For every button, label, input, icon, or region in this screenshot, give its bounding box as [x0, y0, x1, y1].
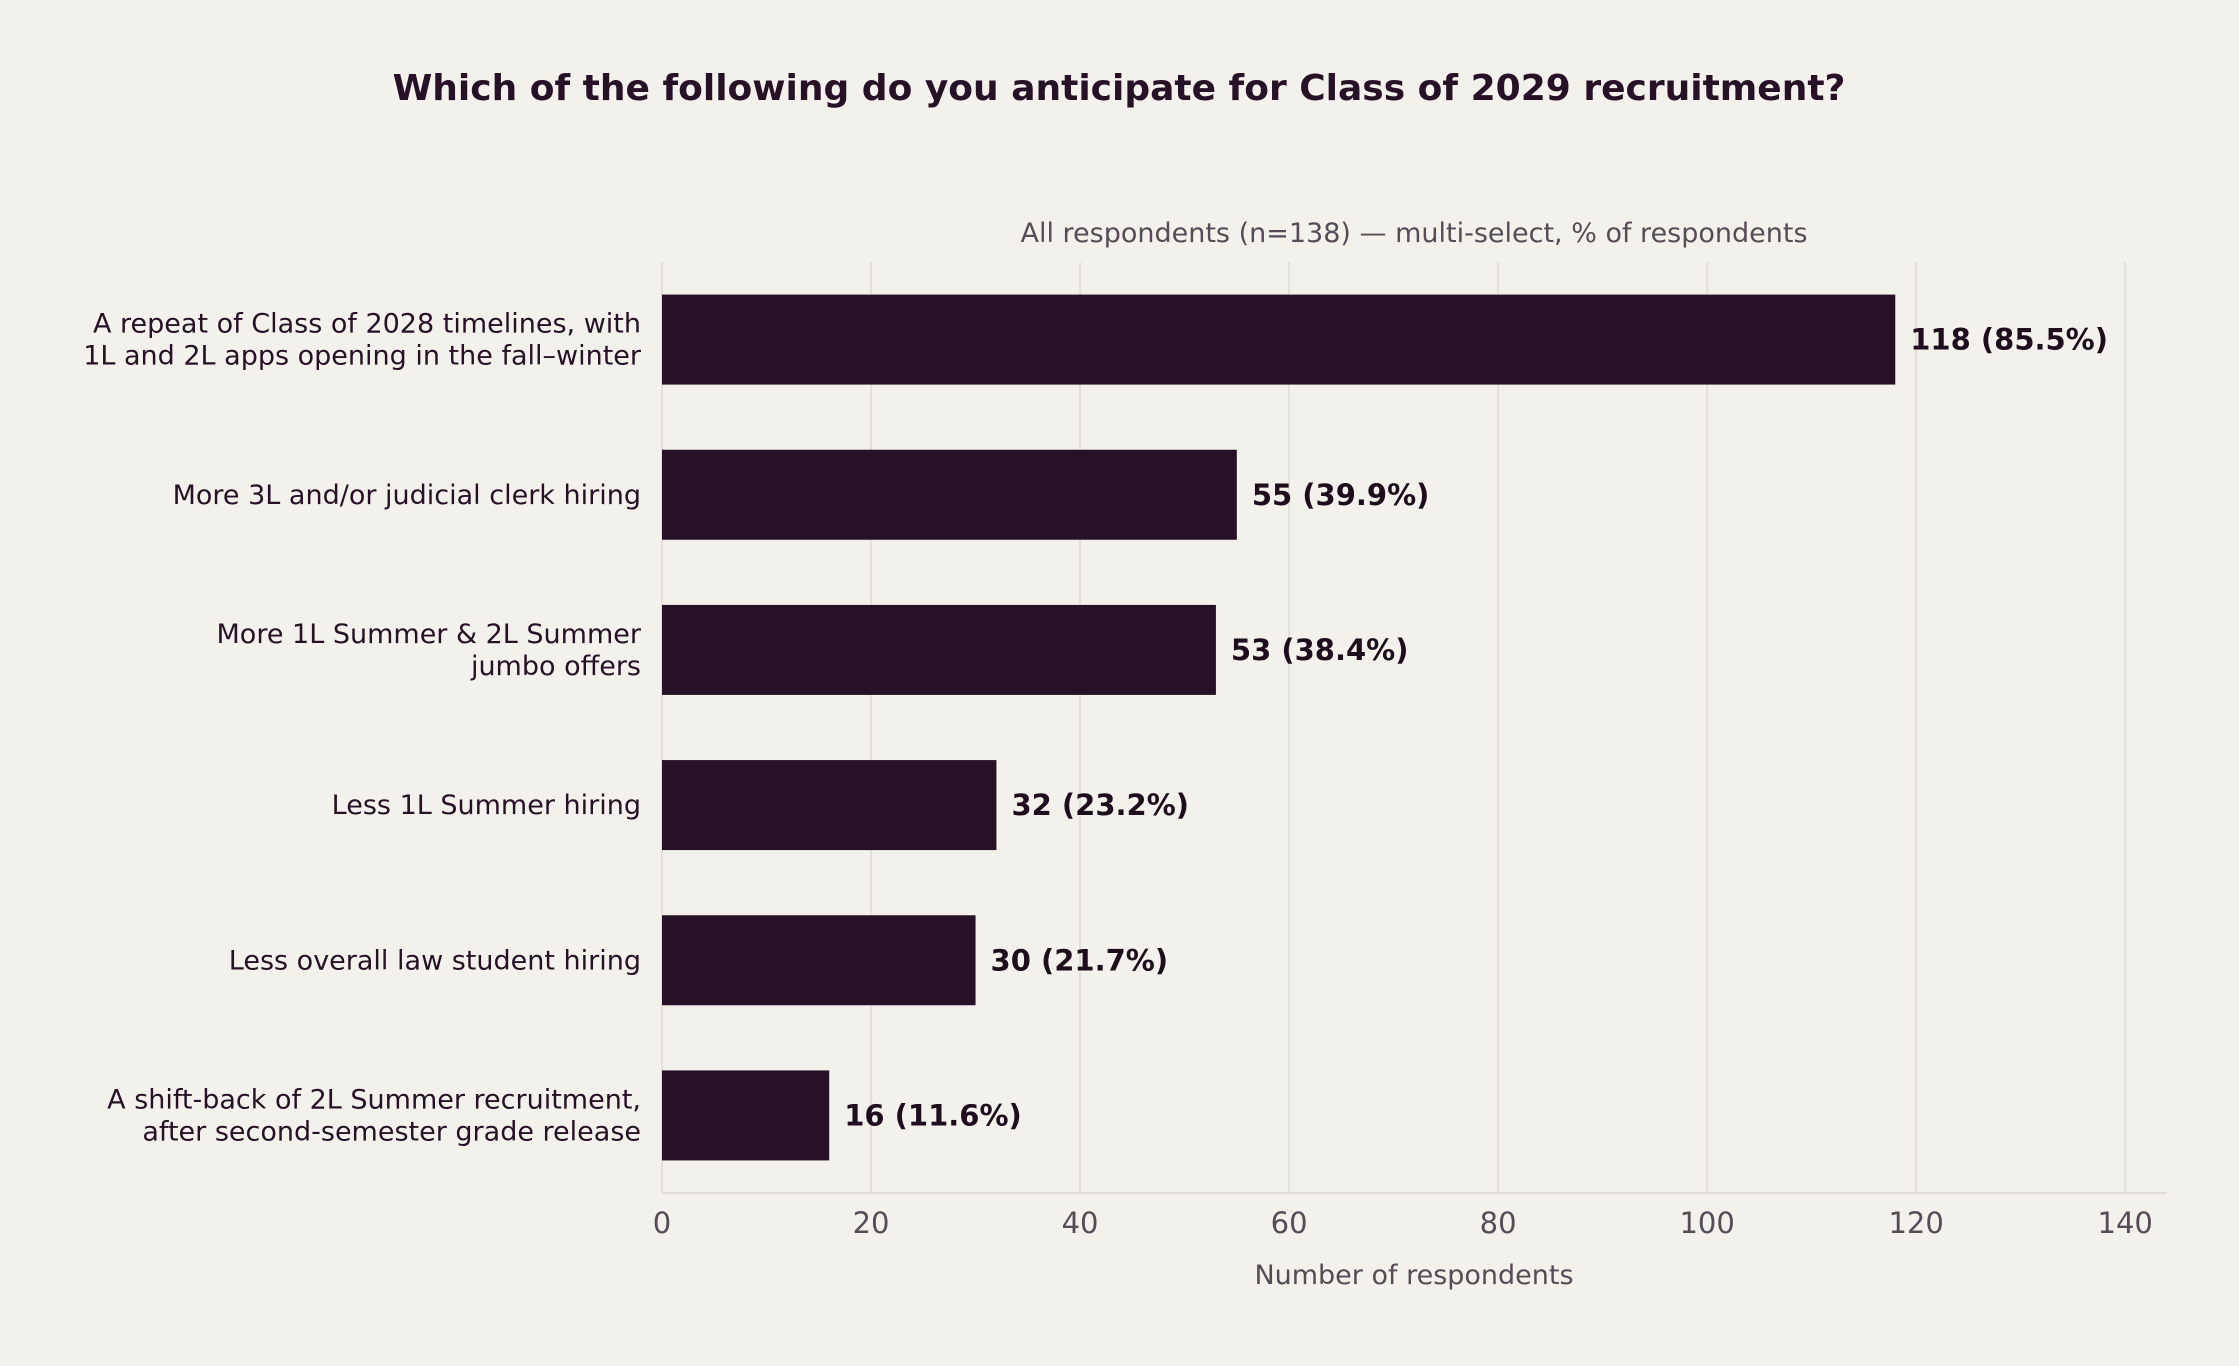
x-tick-label: 40 [1062, 1206, 1099, 1240]
category-label-line: 1L and 2L apps opening in the fall–winte… [83, 341, 642, 372]
data-labels: 118 (85.5%) 55 (39.9%) 53 (38.4%) 32 (23.2%… [844, 323, 2108, 1133]
bar-value-label: 32 (23.2%) [1011, 788, 1189, 822]
x-axis-ticks: 0 20 40 60 80 100 120 140 [653, 1206, 2153, 1240]
category-label-line: Less overall law student hiring [229, 945, 641, 976]
category-label-line: A repeat of Class of 2028 timelines, wit… [93, 309, 641, 340]
bar-value-label: 55 (39.9%) [1252, 478, 1430, 512]
category-label-line: More 1L Summer & 2L Summer [217, 619, 642, 650]
bar-value-label: 30 (21.7%) [991, 943, 1169, 977]
category-label: Less overall law student hiring [229, 945, 641, 976]
x-tick-label: 20 [853, 1206, 890, 1240]
category-label: A shift-back of 2L Summer recruitment, af… [107, 1084, 641, 1147]
x-tick-label: 80 [1480, 1206, 1517, 1240]
x-axis-label: Number of respondents [1254, 1260, 1573, 1291]
category-label: A repeat of Class of 2028 timelines, wit… [83, 309, 642, 372]
category-labels: A repeat of Class of 2028 timelines, wit… [83, 309, 642, 1148]
bar [662, 294, 1896, 385]
category-label-line: after second-semester grade release [142, 1116, 641, 1147]
x-tick-label: 100 [1679, 1206, 1734, 1240]
x-tick-label: 120 [1888, 1206, 1943, 1240]
chart-title: Which of the following do you anticipate… [393, 68, 1846, 109]
bar [662, 604, 1216, 695]
category-label: Less 1L Summer hiring [332, 790, 641, 821]
bar [662, 1070, 830, 1161]
bar-value-label: 53 (38.4%) [1231, 633, 1409, 667]
category-label: More 1L Summer & 2L Summer jumbo offers [217, 619, 642, 682]
bar-value-label: 16 (11.6%) [844, 1098, 1022, 1132]
gridlines [661, 262, 2127, 1193]
bar [662, 449, 1237, 540]
x-tick-label: 140 [2098, 1206, 2153, 1240]
category-label-line: A shift-back of 2L Summer recruitment, [107, 1084, 641, 1115]
category-label: More 3L and/or judicial clerk hiring [173, 480, 641, 511]
chart-subtitle: All respondents (n=138) — multi-select, … [1020, 218, 1807, 249]
x-tick-label: 60 [1271, 1206, 1308, 1240]
bar [662, 915, 976, 1006]
category-label-line: jumbo offers [470, 651, 641, 682]
bars [662, 294, 1896, 1161]
bar-value-label: 118 (85.5%) [1910, 323, 2108, 357]
bar [662, 760, 997, 851]
category-label-line: More 3L and/or judicial clerk hiring [173, 480, 641, 511]
category-label-line: Less 1L Summer hiring [332, 790, 641, 821]
x-tick-label: 0 [653, 1206, 671, 1240]
